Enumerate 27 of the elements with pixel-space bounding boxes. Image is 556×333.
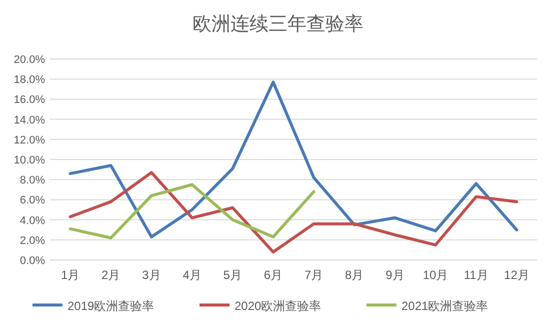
x-tick-label: 5月 <box>223 268 242 282</box>
x-tick-label: 11月 <box>464 268 488 282</box>
y-tick-label: 16.0% <box>14 94 46 106</box>
y-tick-label: 12.0% <box>14 134 46 146</box>
x-tick-label: 10月 <box>422 268 448 282</box>
x-tick-label: 1月 <box>60 268 80 282</box>
x-tick-label: 7月 <box>304 268 324 282</box>
x-tick-label: 3月 <box>142 268 161 282</box>
y-tick-label: 18.0% <box>14 74 46 86</box>
legend-label: 2021欧洲查验率 <box>402 299 488 313</box>
x-tick-label: 6月 <box>264 268 283 282</box>
y-tick-label: 10.0% <box>14 154 46 166</box>
y-tick-label: 4.0% <box>20 214 46 227</box>
y-tick-label: 6.0% <box>20 194 46 207</box>
y-tick-label: 2.0% <box>20 234 46 247</box>
x-tick-label: 12月 <box>504 268 530 282</box>
y-tick-label: 0.0% <box>20 255 46 267</box>
x-tick-label: 4月 <box>182 268 202 282</box>
x-tick-label: 8月 <box>345 268 364 282</box>
legend-label: 2020欧洲查验率 <box>234 299 322 313</box>
y-tick-label: 8.0% <box>20 174 46 187</box>
y-tick-label: 14.0% <box>14 114 46 126</box>
chart-title: 欧洲连续三年查验率 <box>192 13 364 35</box>
legend-label: 2019欧洲查验率 <box>68 299 154 313</box>
y-tick-label: 20.0% <box>14 54 46 66</box>
x-tick-label: 2月 <box>102 268 120 282</box>
x-tick-label: 9月 <box>386 268 404 282</box>
